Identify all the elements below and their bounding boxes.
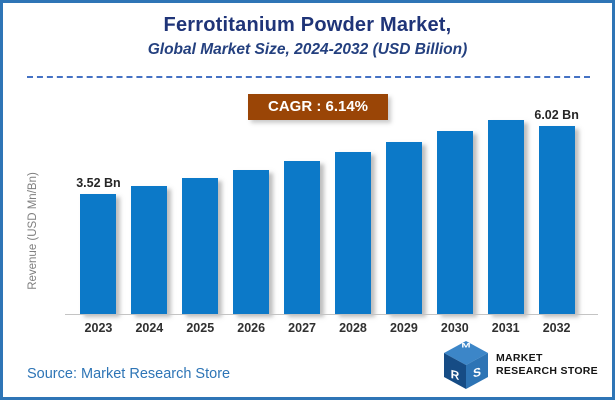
- mrs-cube-logo-icon: M R S: [443, 341, 488, 389]
- brand-logo-text: MARKET RESEARCH STORE: [496, 352, 598, 377]
- bar-column-2024: [124, 108, 175, 314]
- x-tick-2029: 2029: [389, 321, 418, 335]
- bar-column-2023: 3.52 Bn: [73, 108, 124, 314]
- bar-2025: [182, 178, 219, 314]
- bar-column-2026: [226, 108, 277, 314]
- x-tick-2027: 2027: [288, 321, 316, 335]
- svg-text:M: M: [461, 342, 470, 349]
- bars-row: 3.52 Bn 6.02 Bn: [73, 108, 582, 314]
- brand-logo: M R S MARKET RESEARCH STORE: [443, 340, 598, 390]
- bar-2029: [385, 142, 422, 314]
- x-tick-2025: 2025: [186, 321, 215, 335]
- bar-column-2030: [429, 108, 480, 314]
- y-axis-label: Revenue (USD Mn/Bn): [27, 172, 39, 290]
- bar-2027: [284, 161, 321, 314]
- bar-column-2028: [328, 108, 379, 314]
- bar-column-2031: [480, 108, 531, 314]
- x-tick-2031: 2031: [491, 321, 520, 335]
- bar-2028: [334, 152, 371, 314]
- chart-subtitle: Global Market Size, 2024-2032 (USD Billi…: [147, 41, 468, 58]
- x-axis-labels: 2023 2024 2025 2026 2027 2028 2029 2030 2031 2032: [73, 321, 582, 335]
- bar-2023: [80, 194, 117, 314]
- bar-2026: [233, 170, 270, 314]
- dashed-divider: [27, 76, 590, 78]
- svg-text:S: S: [473, 365, 481, 381]
- x-tick-2023: 2023: [84, 321, 113, 335]
- svg-text:R: R: [451, 367, 460, 383]
- x-tick-2028: 2028: [339, 321, 367, 335]
- bar-column-2027: [277, 108, 328, 314]
- bar-2030: [436, 131, 473, 314]
- bar-value-label-2023: 3.52 Bn: [76, 176, 121, 190]
- brand-logo-line2: RESEARCH STORE: [495, 365, 598, 377]
- source-note: Source: Market Research Store: [27, 366, 231, 382]
- x-tick-2024: 2024: [135, 321, 164, 335]
- bar-2024: [131, 186, 168, 314]
- x-tick-2026: 2026: [237, 321, 266, 335]
- chart-title: Ferrotitanium Powder Market,: [163, 14, 452, 36]
- bar-2032: [538, 126, 575, 314]
- bar-column-2025: [175, 108, 226, 314]
- bar-value-label-2032: 6.02 Bn: [534, 108, 579, 122]
- cagr-badge: CAGR : 6.14%: [248, 94, 388, 120]
- brand-logo-line1: MARKET: [495, 352, 543, 365]
- bar-2031: [487, 120, 524, 314]
- bar-column-2032: 6.02 Bn: [531, 108, 582, 314]
- bar-column-2029: [378, 108, 429, 314]
- x-tick-2030: 2030: [440, 321, 469, 335]
- x-axis-line: [65, 314, 598, 315]
- x-tick-2032: 2032: [542, 321, 571, 335]
